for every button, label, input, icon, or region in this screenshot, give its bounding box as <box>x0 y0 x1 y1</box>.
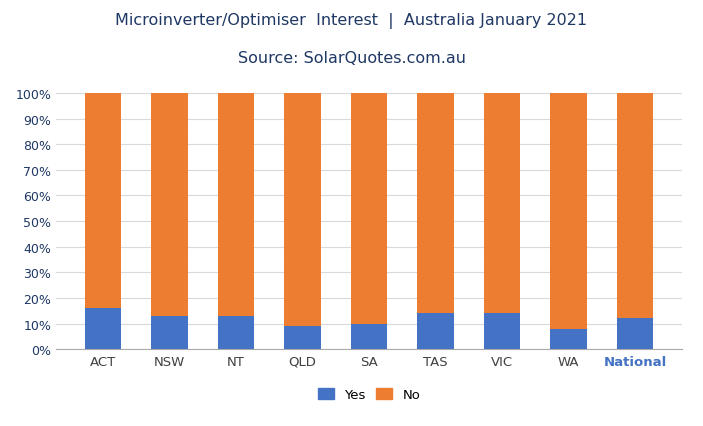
Bar <box>84 94 122 308</box>
Bar <box>617 319 654 349</box>
Bar <box>284 94 321 326</box>
Bar <box>218 316 254 349</box>
Bar <box>284 326 321 349</box>
Legend: Yes, No: Yes, No <box>313 383 425 407</box>
Bar <box>418 314 454 349</box>
Bar <box>151 316 188 349</box>
Bar <box>617 94 654 319</box>
Bar <box>351 324 387 349</box>
Bar <box>484 94 520 314</box>
Bar <box>351 94 387 324</box>
Bar <box>151 94 188 316</box>
Bar <box>418 94 454 314</box>
Bar <box>218 94 254 316</box>
Bar <box>84 308 122 349</box>
Bar <box>484 314 520 349</box>
Text: Microinverter/Optimiser  Interest  |  Australia January 2021: Microinverter/Optimiser Interest | Austr… <box>115 13 588 29</box>
Text: Source: SolarQuotes.com.au: Source: SolarQuotes.com.au <box>238 51 465 66</box>
Bar <box>550 94 587 329</box>
Bar <box>550 329 587 349</box>
